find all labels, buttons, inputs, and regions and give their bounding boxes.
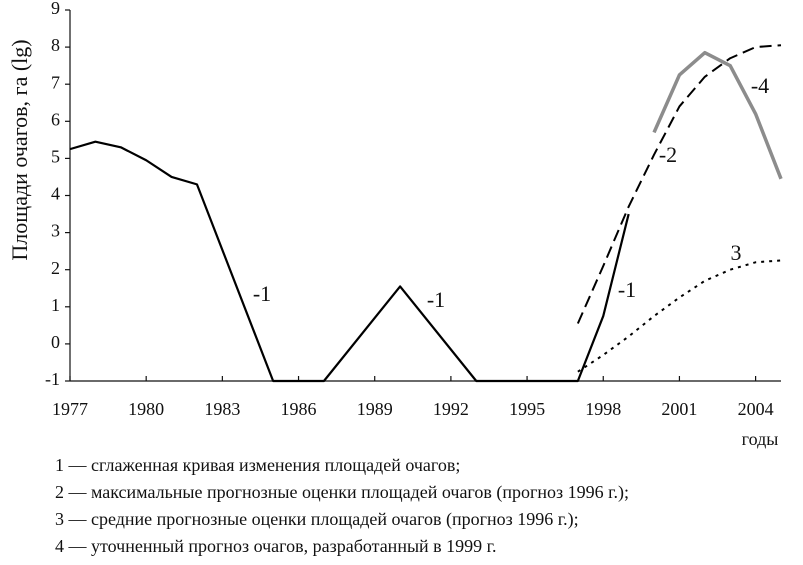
annotation: 3 (731, 240, 742, 265)
annotation: -1 (618, 277, 636, 302)
legend-entry: 2 — максимальные прогнозные оценки площа… (55, 482, 629, 503)
annotation: -1 (427, 287, 445, 312)
x-axis-label: годы (742, 429, 779, 449)
legend-entry: 3 — средние прогнозные оценки площадей о… (55, 509, 579, 530)
y-tick-label: 7 (51, 72, 60, 92)
y-tick-label: 9 (51, 0, 60, 18)
y-tick-label: 3 (51, 221, 60, 241)
y-tick-label: 6 (51, 109, 60, 129)
x-tick-label: 1980 (128, 399, 164, 419)
series-line (652, 50, 783, 180)
x-tick-label: 1989 (357, 399, 393, 419)
annotation: -1 (253, 281, 271, 306)
x-tick-label: 2001 (661, 399, 697, 419)
y-axis-label: Площади очагов, га (lg) (7, 39, 32, 260)
y-tick-label: 1 (51, 295, 60, 315)
y-tick-label: 2 (51, 258, 60, 278)
x-tick-label: 1992 (433, 399, 469, 419)
y-tick-label: -1 (45, 369, 60, 389)
legend-entry: 1 — сглаженная кривая изменения площадей… (55, 455, 460, 475)
x-tick-label: 2004 (738, 399, 774, 419)
y-tick-label: 5 (51, 147, 60, 167)
series-line (577, 259, 782, 373)
x-tick-label: 1977 (52, 399, 88, 419)
y-tick-label: 8 (51, 35, 60, 55)
x-tick-label: 1995 (509, 399, 545, 419)
x-tick-label: 1983 (204, 399, 240, 419)
annotation: -4 (751, 73, 769, 98)
series-line (576, 44, 782, 324)
x-tick-label: 1998 (585, 399, 621, 419)
legend-entry: 4 — уточненный прогноз очагов, разработа… (55, 536, 497, 556)
x-tick-label: 1986 (281, 399, 317, 419)
series-line (69, 140, 630, 383)
y-tick-label: 0 (51, 332, 60, 352)
y-tick-label: 4 (51, 184, 60, 204)
annotation: -2 (659, 142, 677, 167)
